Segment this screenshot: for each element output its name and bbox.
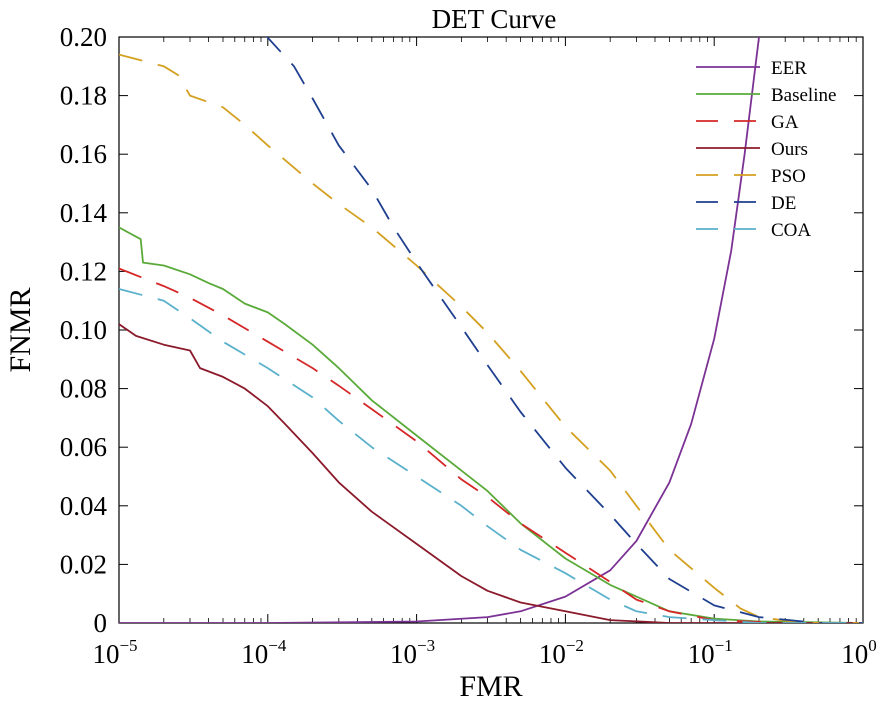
series-line-eer — [119, 37, 760, 623]
x-tick-label: 10−1 — [688, 636, 733, 669]
y-tick-label: 0.04 — [60, 491, 108, 521]
y-tick-label: 0.08 — [60, 374, 107, 404]
x-tick-label: 100 — [841, 636, 877, 669]
y-tick-label: 0.12 — [60, 256, 107, 286]
x-axis-title: FMR — [459, 670, 522, 703]
legend-label-eer: EER — [771, 58, 807, 79]
y-tick-label: 0.10 — [60, 315, 107, 345]
series-layer — [119, 37, 863, 623]
legend-label-pso: PSO — [771, 166, 806, 187]
x-tick-label: 10−2 — [539, 636, 584, 669]
axis-ticks: 10−5 10−4 10−3 10−2 10−1 100 0 0.02 0.04 0.06 0.08… — [60, 22, 877, 669]
legend-label-ours: Ours — [771, 139, 808, 160]
series-line-ga — [119, 267, 863, 623]
y-tick-label: 0.14 — [60, 198, 108, 228]
legend-label-baseline: Baseline — [771, 85, 836, 106]
chart-title: DET Curve — [432, 4, 557, 34]
y-tick-label: 0.20 — [60, 22, 107, 52]
y-tick-label: 0.18 — [60, 81, 107, 111]
y-tick-label: 0.16 — [60, 139, 107, 169]
legend: EER Baseline GA Ours PSO DE COA — [696, 58, 836, 241]
series-line-de — [265, 37, 863, 623]
x-tick-label: 10−5 — [92, 636, 137, 669]
x-tick-label: 10−4 — [241, 636, 287, 669]
x-tick-label: 10−3 — [390, 636, 435, 669]
plot-area — [118, 36, 864, 624]
y-tick-label: 0 — [94, 608, 108, 638]
y-tick-label: 0.02 — [60, 549, 107, 579]
series-line-ours — [119, 323, 863, 623]
legend-label-de: DE — [771, 193, 796, 214]
legend-label-ga: GA — [771, 112, 799, 133]
legend-label-coa: COA — [771, 220, 811, 241]
y-axis-title: FNMR — [4, 287, 37, 372]
series-line-pso — [119, 53, 863, 623]
y-tick-label: 0.06 — [60, 432, 107, 462]
series-line-coa — [119, 288, 863, 623]
series-line-baseline — [119, 226, 863, 623]
